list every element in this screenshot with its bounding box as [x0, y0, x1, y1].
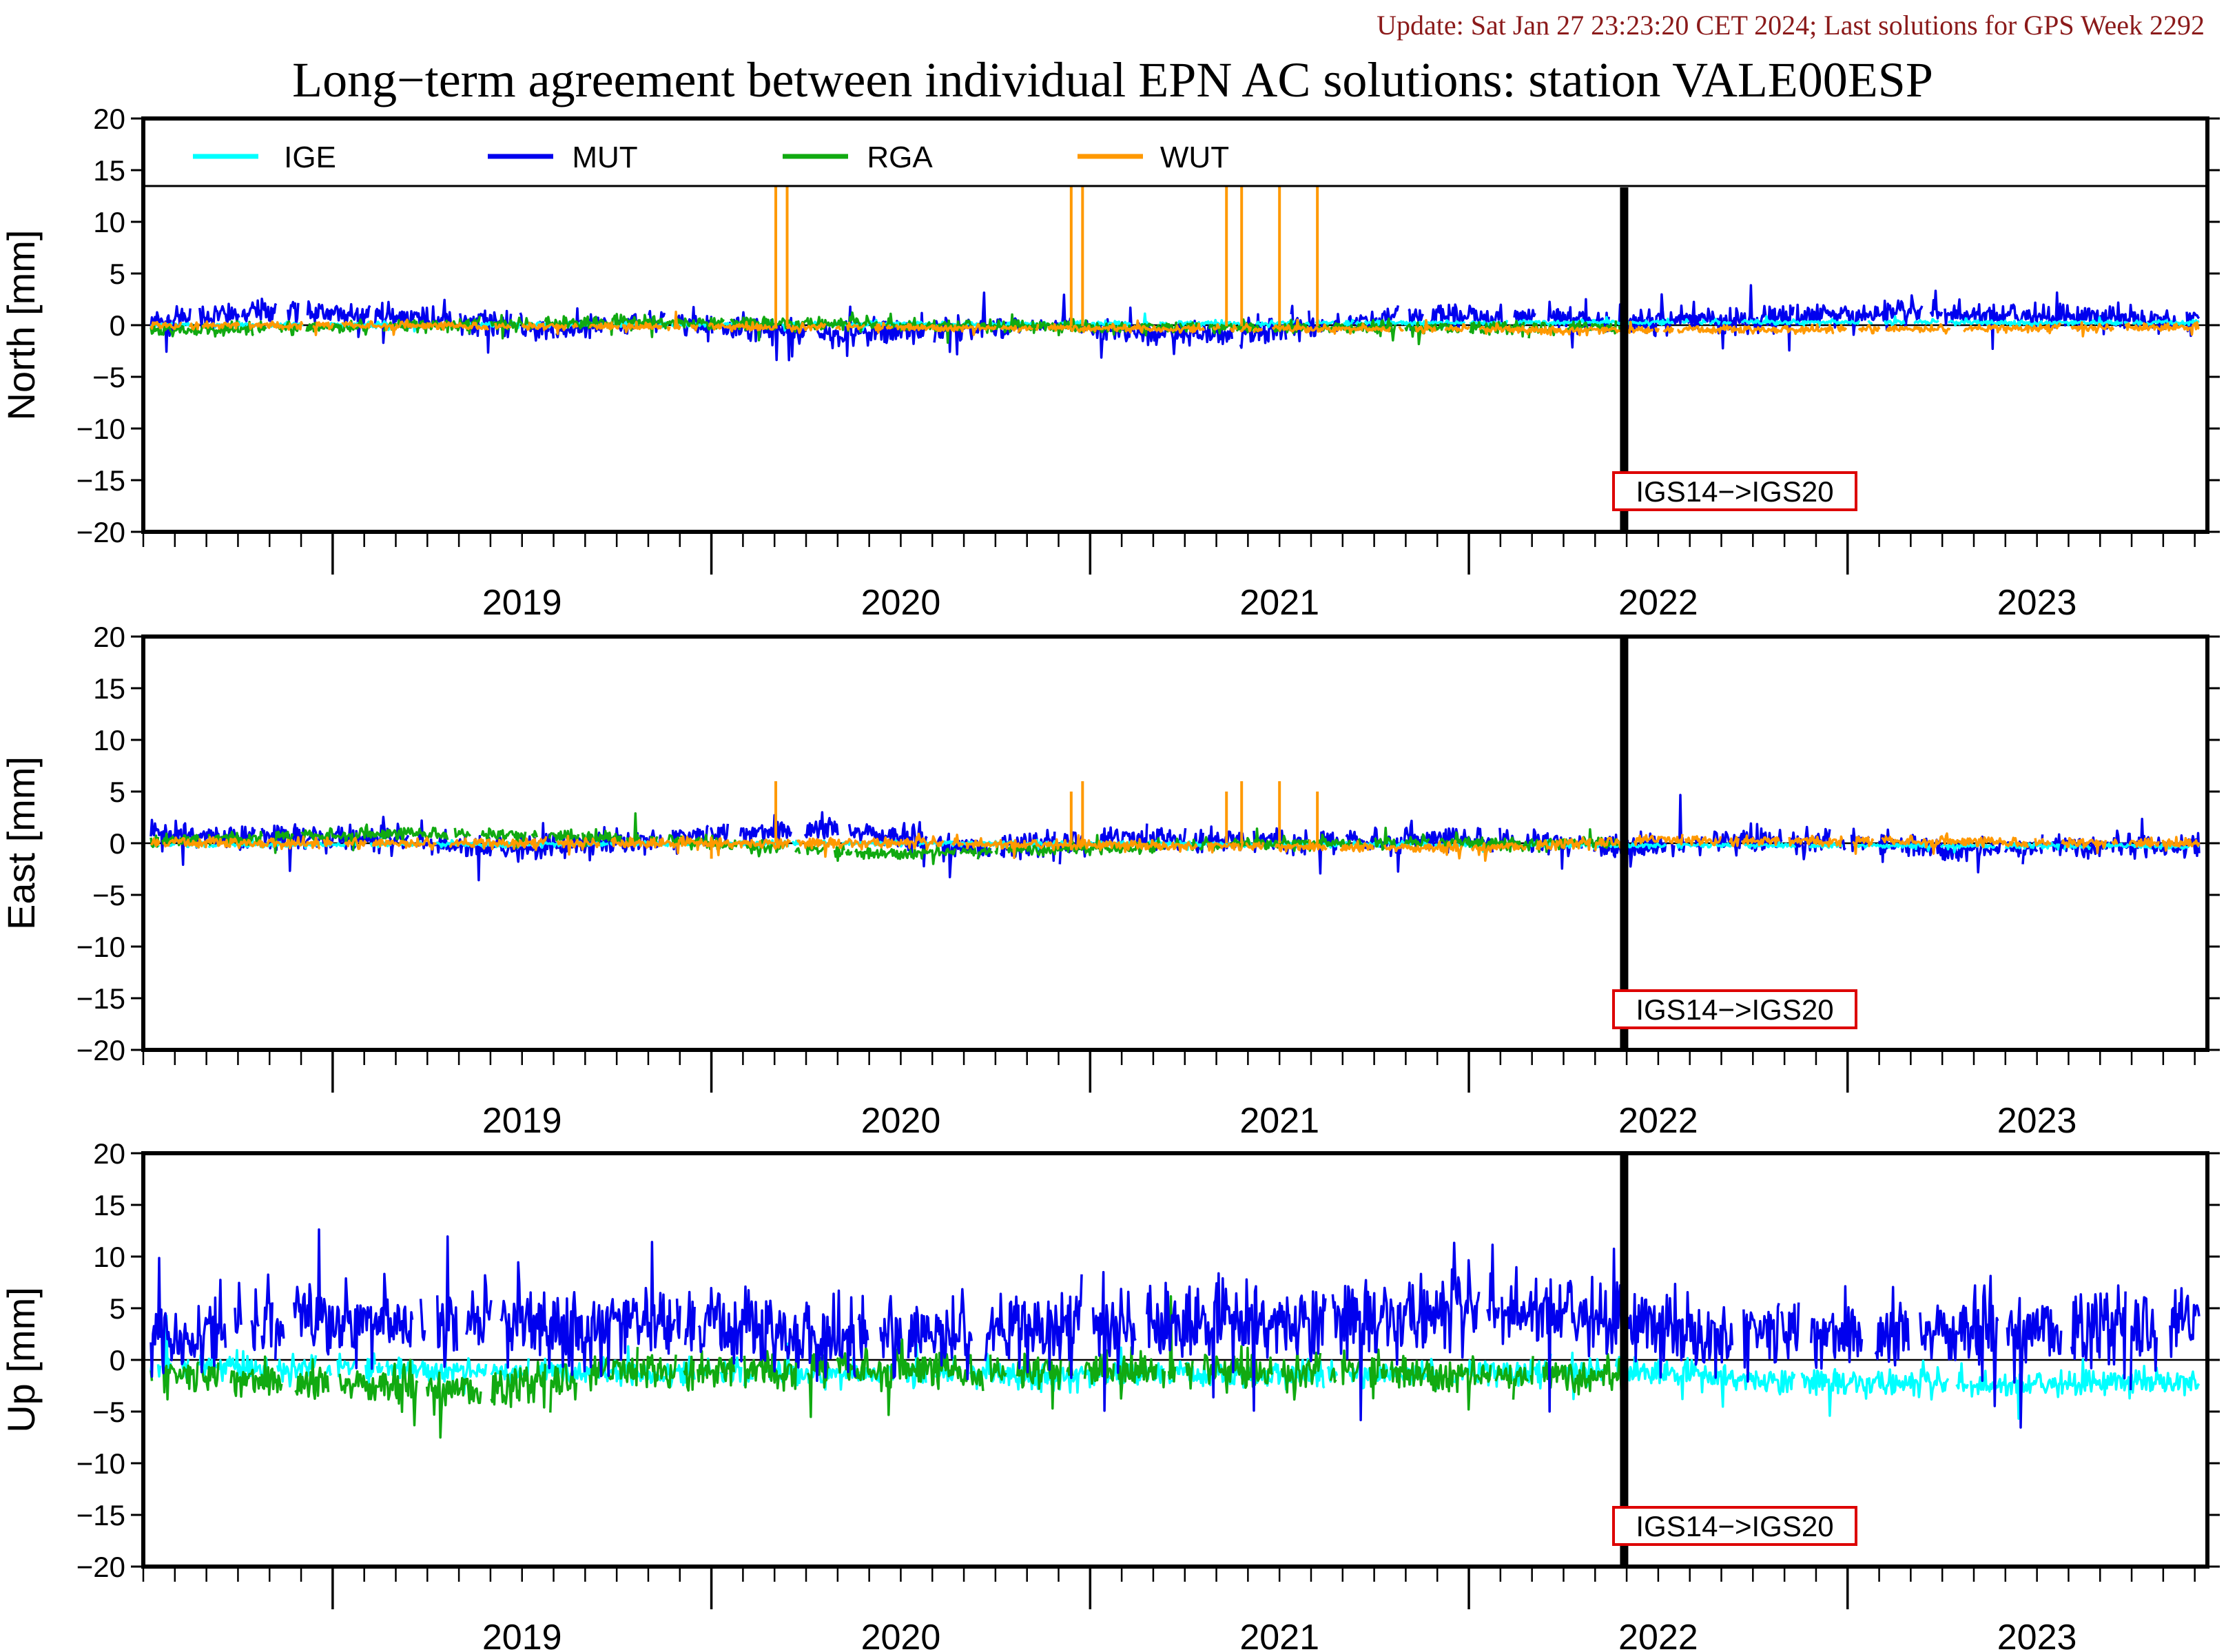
legend-mut-label: MUT [572, 141, 637, 174]
series-group [150, 781, 2201, 882]
y-tick-label: 20 [93, 621, 125, 653]
panel-3: IGS14−>IGS20 20 15 10 5 0 −5 −10 −15 −20 Up [mm] 20… [0, 1137, 2220, 1652]
y-tick-label: −5 [92, 361, 125, 393]
y-tick-label: −15 [76, 464, 125, 497]
y-tick-label: −5 [92, 879, 125, 911]
y-tick-label: −5 [92, 1396, 125, 1428]
y-axis-label: Up [mm] [0, 1287, 43, 1433]
y-tick-label: 10 [93, 206, 125, 238]
y-tick-label: −20 [76, 1034, 125, 1066]
chart-panels: IGE MUT RGA WUT IGS14−>IGS20 20 15 10 5 0 −5 −10 −15… [0, 103, 2220, 1652]
x-tick-label-2021: 2021 [1239, 1101, 1319, 1141]
reference-frame-label-box [1612, 989, 1857, 1029]
y-tick-label: −20 [76, 516, 125, 548]
x-tick-label-2020: 2020 [861, 1618, 941, 1652]
y-tick-label: 15 [93, 154, 125, 187]
x-tick-label-2019: 2019 [482, 583, 562, 623]
y-tick-label: 0 [110, 827, 125, 860]
y-tick-label: −20 [76, 1551, 125, 1583]
chart-title: Long−term agreement between individual E… [292, 52, 1933, 107]
y-tick-label: 10 [93, 724, 125, 756]
x-tick-label-2022: 2022 [1618, 583, 1698, 623]
reference-frame-label-box [1612, 1506, 1857, 1546]
y-axis-label: North [mm] [0, 230, 43, 421]
x-tick-label-2020: 2020 [861, 1101, 941, 1141]
y-tick-label: 15 [93, 672, 125, 705]
x-tick-label-2019: 2019 [482, 1618, 562, 1652]
y-axis-label: East [mm] [0, 756, 43, 930]
y-tick-label: −10 [76, 931, 125, 963]
y-tick-label: −10 [76, 1447, 125, 1480]
legend-wut-label: WUT [1160, 141, 1229, 174]
legend-background [143, 118, 2207, 186]
panel-1: IGE MUT RGA WUT IGS14−>IGS20 20 15 10 5 0 −5 −10 −15… [0, 103, 2220, 623]
y-tick-label: 5 [110, 1292, 125, 1325]
y-tick-label: 5 [110, 258, 125, 290]
series-wut-line [150, 310, 2201, 338]
update-timestamp: Update: Sat Jan 27 23:23:20 CET 2024; La… [1377, 10, 2205, 41]
series-mut-line [150, 1228, 2201, 1429]
reference-frame-label: IGS14−>IGS20 [1636, 1510, 1833, 1542]
x-tick-label-2019: 2019 [482, 1101, 562, 1141]
reference-frame-label-box [1612, 471, 1857, 511]
x-tick-label-2021: 2021 [1239, 583, 1319, 623]
x-tick-label-2022: 2022 [1618, 1618, 1698, 1652]
y-tick-label: 20 [93, 103, 125, 135]
x-tick-label-2023: 2023 [1997, 1101, 2077, 1141]
y-tick-label: −15 [76, 982, 125, 1015]
legend-ige-label: IGE [284, 141, 336, 174]
y-tick-label: 20 [93, 1137, 125, 1170]
y-tick-label: 0 [110, 309, 125, 342]
x-tick-label-2022: 2022 [1618, 1101, 1698, 1141]
y-tick-label: −15 [76, 1499, 125, 1531]
x-tick-label-2021: 2021 [1239, 1618, 1319, 1652]
x-tick-label-2023: 2023 [1997, 1618, 2077, 1652]
y-tick-label: −10 [76, 413, 125, 445]
y-tick-label: 5 [110, 776, 125, 808]
x-tick-label-2020: 2020 [861, 583, 941, 623]
reference-frame-label: IGS14−>IGS20 [1636, 475, 1833, 508]
x-tick-label-2023: 2023 [1997, 583, 2077, 623]
y-tick-label: 0 [110, 1344, 125, 1376]
legend-rga-label: RGA [867, 141, 933, 174]
panel-2: IGS14−>IGS20 20 15 10 5 0 −5 −10 −15 −20 East [mm]… [0, 621, 2220, 1141]
y-tick-label: 10 [93, 1241, 125, 1273]
series-group [150, 1228, 2201, 1439]
reference-frame-label: IGS14−>IGS20 [1636, 993, 1833, 1026]
y-tick-label: 15 [93, 1189, 125, 1221]
series-mut-line [150, 794, 2201, 882]
